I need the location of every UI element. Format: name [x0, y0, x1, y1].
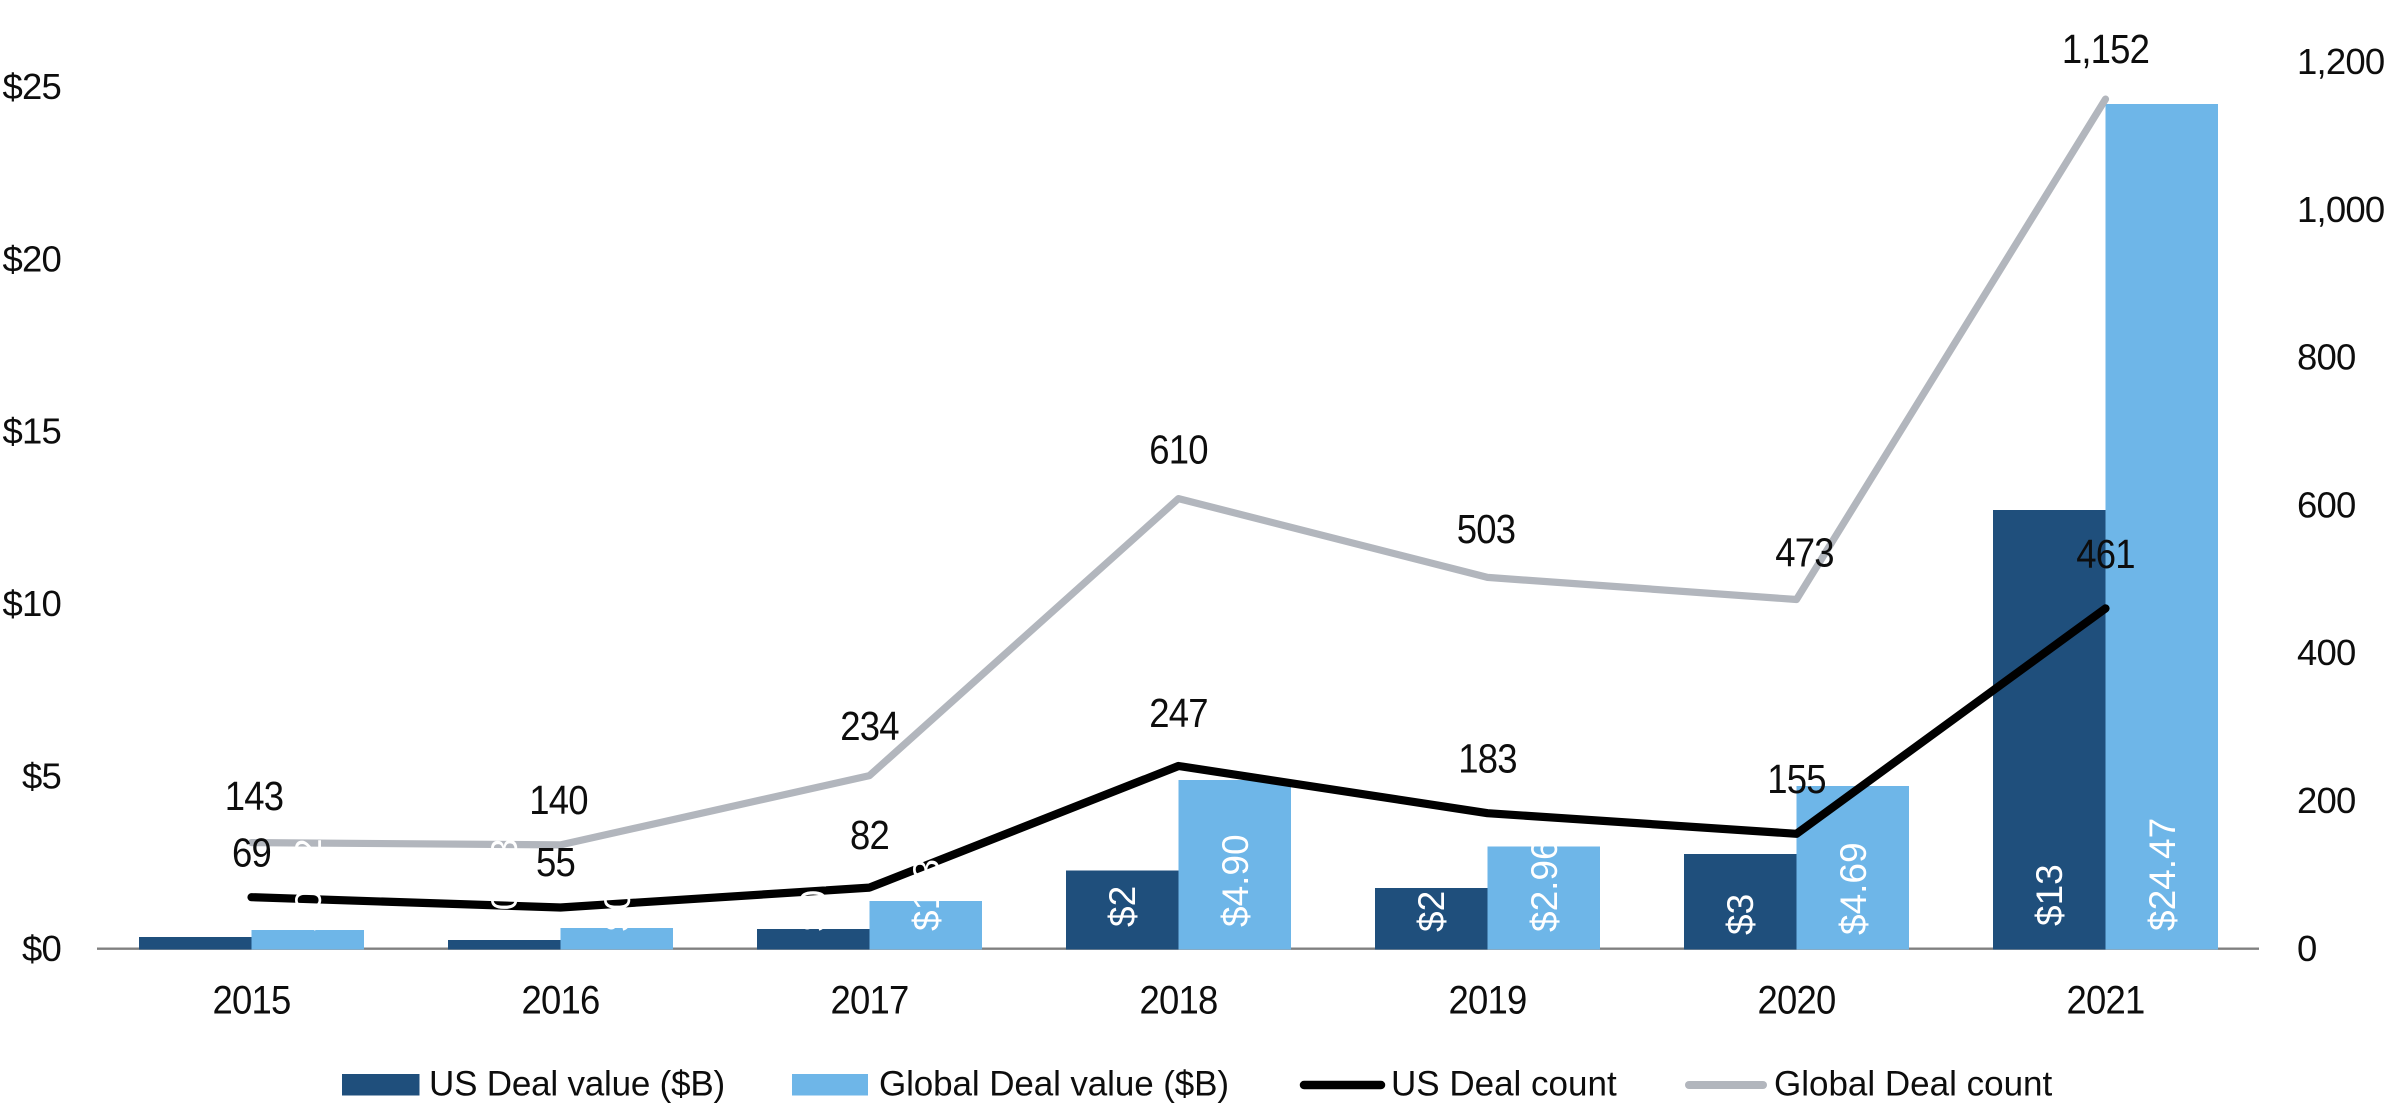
svg-text:Global Deal value ($B): Global Deal value ($B)	[879, 1065, 1229, 1104]
svg-text:$0.23: $0.23	[484, 838, 525, 931]
svg-text:200: 200	[2297, 780, 2356, 821]
svg-text:$3: $3	[1720, 894, 1761, 935]
svg-text:$5: $5	[22, 755, 61, 796]
svg-text:$20: $20	[3, 238, 62, 279]
svg-text:183: 183	[1458, 737, 1516, 782]
svg-text:$0.52: $0.52	[288, 838, 329, 931]
svg-text:$2: $2	[1411, 891, 1452, 932]
svg-text:$15: $15	[3, 411, 62, 452]
svg-text:2019: 2019	[1449, 978, 1527, 1023]
svg-text:2016: 2016	[522, 978, 600, 1023]
svg-text:2021: 2021	[2067, 978, 2145, 1023]
svg-text:$4.69: $4.69	[1833, 842, 1874, 935]
svg-text:US Deal count: US Deal count	[1391, 1065, 1617, 1104]
svg-text:2017: 2017	[831, 978, 909, 1023]
svg-text:1,000: 1,000	[2297, 189, 2384, 230]
svg-text:Global Deal count: Global Deal count	[1774, 1065, 2052, 1104]
svg-text:400: 400	[2297, 632, 2356, 673]
svg-text:1,152: 1,152	[2062, 27, 2149, 72]
svg-text:US Deal value ($B): US Deal value ($B)	[429, 1065, 725, 1104]
svg-text:2020: 2020	[1758, 978, 1836, 1023]
svg-text:140: 140	[529, 778, 587, 823]
svg-text:473: 473	[1775, 531, 1833, 576]
svg-text:461: 461	[2076, 532, 2134, 577]
svg-text:800: 800	[2297, 337, 2356, 378]
svg-text:69: 69	[232, 831, 271, 876]
svg-text:155: 155	[1767, 757, 1825, 802]
svg-text:$10: $10	[3, 583, 62, 624]
svg-text:$24.47: $24.47	[2142, 818, 2183, 931]
svg-text:247: 247	[1149, 691, 1207, 736]
svg-text:$0.58: $0.58	[597, 838, 638, 931]
svg-text:82: 82	[850, 813, 889, 858]
svg-text:$0.57: $0.57	[793, 838, 834, 931]
svg-text:234: 234	[840, 704, 899, 749]
svg-text:$0: $0	[22, 928, 61, 969]
svg-text:2015: 2015	[213, 978, 291, 1023]
svg-text:$1.39: $1.39	[906, 838, 947, 931]
svg-text:610: 610	[1149, 428, 1207, 473]
svg-text:$2: $2	[1102, 886, 1143, 927]
svg-text:55: 55	[536, 840, 575, 885]
svg-text:143: 143	[225, 774, 283, 819]
svg-text:1,200: 1,200	[2297, 41, 2384, 82]
svg-text:$0.32: $0.32	[175, 838, 216, 931]
svg-text:600: 600	[2297, 484, 2356, 525]
svg-text:503: 503	[1457, 507, 1515, 552]
svg-text:2018: 2018	[1140, 978, 1218, 1023]
svg-text:$4.90: $4.90	[1215, 834, 1256, 927]
svg-text:$2.96: $2.96	[1524, 839, 1565, 932]
svg-text:$25: $25	[3, 66, 62, 107]
svg-text:0: 0	[2297, 928, 2317, 969]
svg-text:$13: $13	[2029, 864, 2070, 926]
